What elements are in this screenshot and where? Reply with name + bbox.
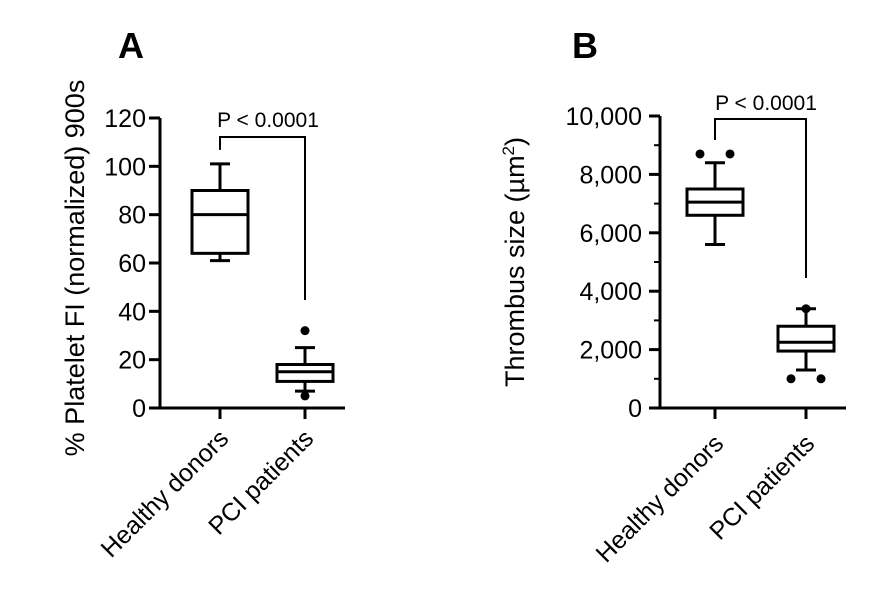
outlier-point-b [786, 374, 796, 384]
y-tick-label-a: 120 [104, 105, 146, 133]
significance-bracket-b [714, 118, 807, 278]
p-value-label-b: P < 0.0001 [715, 92, 817, 115]
outlier-point-a [300, 391, 310, 401]
y-tick-label-a: 100 [104, 153, 146, 181]
outlier-point-a [300, 326, 310, 336]
outlier-point-b [816, 374, 826, 384]
y-axis-title-a: % Platelet FI (normalized) 900s [60, 80, 90, 457]
significance-bracket-a [219, 136, 306, 300]
outlier-point-b [725, 149, 735, 159]
p-value-label-a: P < 0.0001 [217, 109, 319, 132]
box-a [190, 189, 250, 255]
category-label-a: Healthy donors [96, 424, 235, 563]
box-b [776, 324, 836, 353]
y-axis-title-b-close: ) [500, 137, 530, 146]
y-tick-label-a: 0 [132, 395, 146, 423]
y-axis-title-b-sup: 2 [499, 146, 518, 155]
y-tick-label-b: 0 [628, 395, 642, 423]
y-tick-label-b: 4,000 [579, 278, 642, 306]
y-axis-title-b-main: Thrombus size (µm [500, 155, 530, 387]
y-tick-label-a: 60 [118, 250, 146, 278]
y-tick-label-a: 20 [118, 347, 146, 375]
y-tick-label-b: 6,000 [579, 220, 642, 248]
category-label-b: Healthy donors [591, 429, 730, 568]
panel-label-a: A [118, 25, 144, 66]
outlier-point-b [801, 304, 811, 314]
outlier-point-b [695, 149, 705, 159]
y-tick-label-a: 40 [118, 298, 146, 326]
y-tick-label-a: 80 [118, 202, 146, 230]
panel-label-b: B [572, 25, 598, 66]
plot-b: 0 2,000 4,000 6,000 8,000 10,000 Healthy donor… [566, 92, 846, 568]
y-tick-label-b: 2,000 [579, 337, 642, 365]
y-tick-label-b: 10,000 [566, 103, 642, 131]
y-tick-label-b: 8,000 [579, 161, 642, 189]
y-axis-title-b: Thrombus size (µm2) [499, 137, 530, 387]
